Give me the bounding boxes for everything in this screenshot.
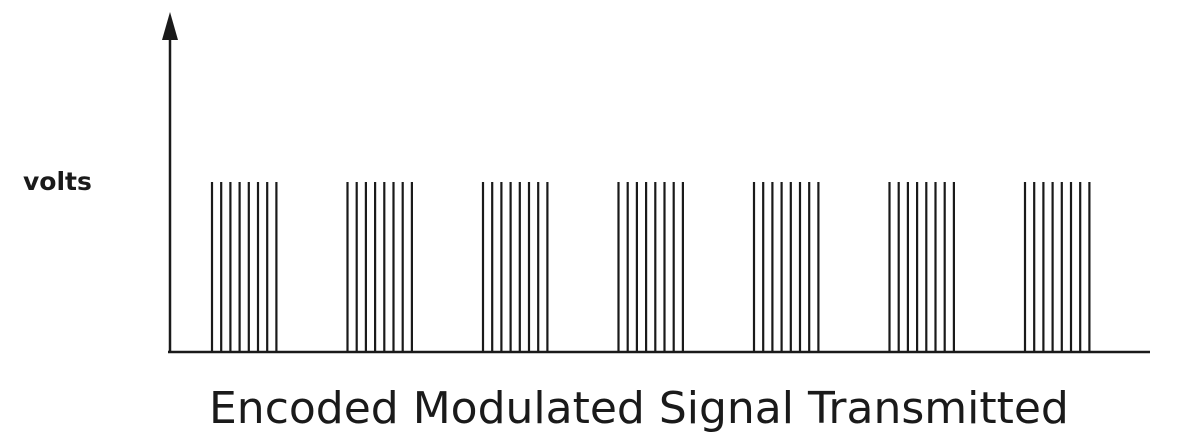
- pulse-group: [346, 182, 413, 352]
- diagram-caption: Encoded Modulated Signal Transmitted: [209, 383, 1069, 434]
- pulse-group: [1023, 182, 1091, 352]
- pulse-group: [888, 182, 956, 352]
- pulse-group: [617, 182, 685, 352]
- y-axis-label: volts: [23, 167, 92, 196]
- pulse-train: [210, 182, 1091, 352]
- pulse-group: [752, 182, 820, 352]
- pulse-group: [210, 182, 278, 352]
- y-axis-arrow-icon: [162, 12, 178, 40]
- pulse-group: [481, 182, 549, 352]
